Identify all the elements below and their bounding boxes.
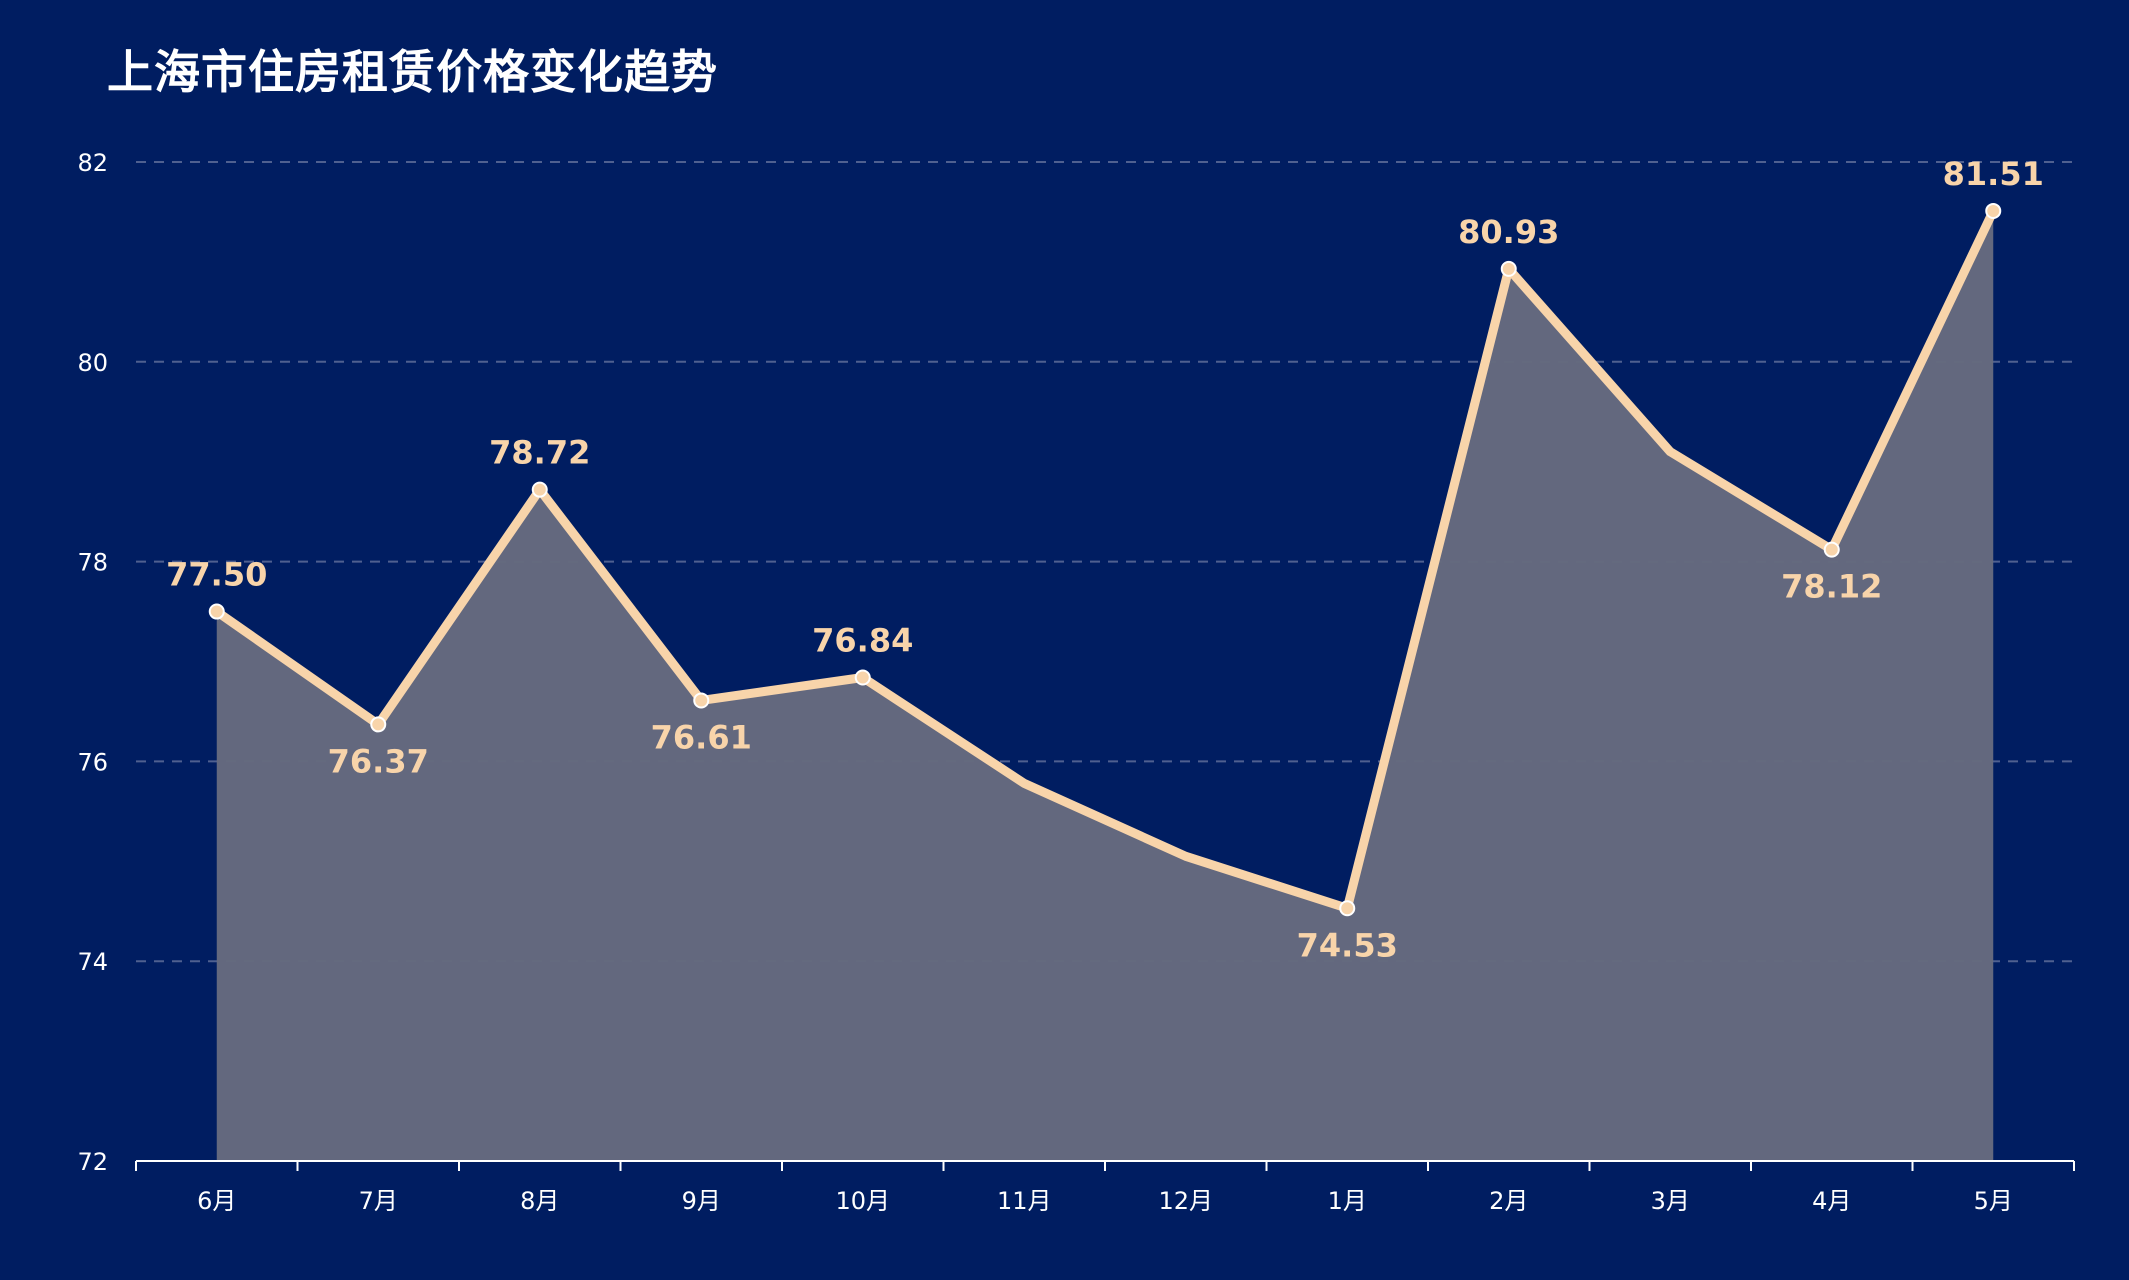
x-tick-label: 3月 [1651,1187,1690,1215]
data-label: 77.50 [166,556,267,594]
data-point [1823,541,1840,558]
data-label: 78.72 [489,434,590,472]
x-tick-label: 12月 [1158,1187,1213,1215]
chart-title: 上海市住房租赁价格变化趋势 [107,45,718,99]
data-point [1985,202,2002,219]
data-point [1500,260,1517,277]
series-area [216,210,1994,1162]
data-point [370,716,387,733]
data-point [854,669,871,686]
y-tick-label: 82 [77,149,108,177]
x-axis: 6月 7月 8月 9月 10月 11月 12月 1月 2月 3月 4月 5月 [135,1160,2075,1215]
x-tick-label: 7月 [359,1187,398,1215]
data-label: 80.93 [1458,213,1559,251]
x-tick-label: 2月 [1489,1187,1528,1215]
data-label: 81.51 [1943,155,2044,193]
x-tick-label: 8月 [520,1187,559,1215]
y-tick-label: 78 [77,549,108,577]
y-tick-label: 80 [77,349,108,377]
data-points [208,202,2002,917]
data-point [531,481,548,498]
x-tick-label: 5月 [1974,1187,2013,1215]
data-label: 76.84 [812,621,913,659]
y-tick-label: 72 [77,1148,108,1176]
data-point [1339,900,1356,917]
data-label: 78.12 [1781,568,1882,606]
data-label: 76.61 [651,718,752,756]
series-line [212,206,1998,913]
data-label: 76.37 [328,742,429,780]
data-labels: 77.50 76.37 78.72 76.61 76.84 74.53 80.93 78.12… [166,155,2044,964]
y-tick-label: 74 [77,948,108,976]
x-tick-label: 1月 [1328,1187,1367,1215]
data-point [693,692,710,709]
x-tick-label: 4月 [1812,1187,1851,1215]
series-line-layer [212,206,1998,913]
x-tick-label: 10月 [835,1187,890,1215]
y-tick-label: 76 [77,748,108,776]
x-tick-label: 9月 [682,1187,721,1215]
data-point [208,603,225,620]
x-tick-label: 11月 [997,1187,1052,1215]
y-axis: 72 74 76 78 80 82 [77,149,108,1176]
area-layer [216,210,1994,1162]
x-tick-label: 6月 [197,1187,236,1215]
data-label: 74.53 [1297,926,1398,964]
